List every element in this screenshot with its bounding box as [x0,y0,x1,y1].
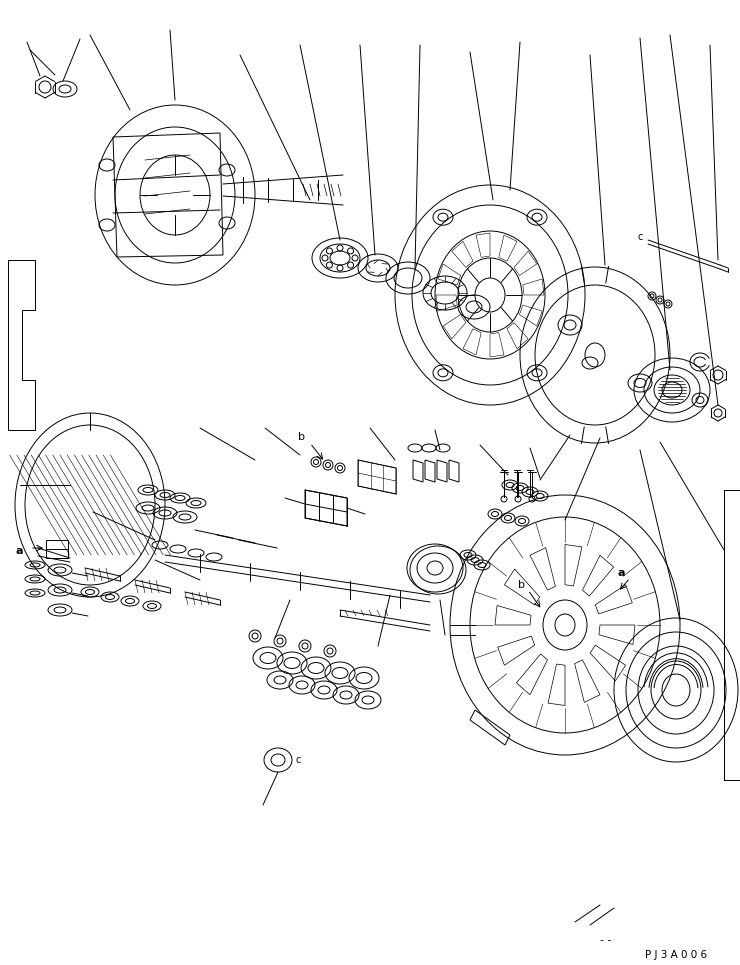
Text: c: c [296,755,301,765]
Ellipse shape [427,561,443,575]
Text: a: a [617,568,625,578]
Text: a: a [15,546,22,556]
Text: P J 3 A 0 0 6: P J 3 A 0 0 6 [645,950,707,960]
Text: b: b [518,580,525,590]
Text: - -: - - [600,935,611,945]
Text: c: c [638,232,643,242]
Text: b: b [298,432,305,442]
